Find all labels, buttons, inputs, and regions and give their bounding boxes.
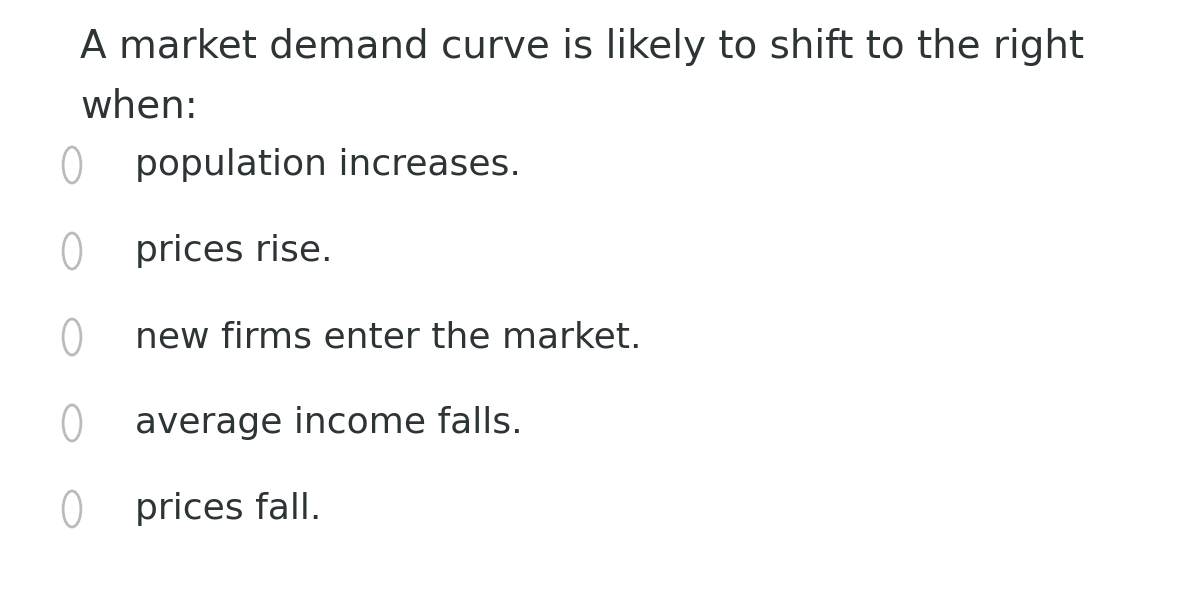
Ellipse shape bbox=[64, 233, 80, 269]
Text: when:: when: bbox=[80, 88, 198, 126]
Ellipse shape bbox=[64, 491, 80, 527]
Ellipse shape bbox=[64, 319, 80, 355]
Text: prices fall.: prices fall. bbox=[134, 492, 322, 526]
Text: prices rise.: prices rise. bbox=[134, 234, 332, 268]
Ellipse shape bbox=[64, 405, 80, 441]
Ellipse shape bbox=[64, 147, 80, 183]
Text: A market demand curve is likely to shift to the right: A market demand curve is likely to shift… bbox=[80, 28, 1084, 66]
Text: average income falls.: average income falls. bbox=[134, 406, 523, 440]
Text: new firms enter the market.: new firms enter the market. bbox=[134, 320, 642, 354]
Text: population increases.: population increases. bbox=[134, 148, 521, 182]
